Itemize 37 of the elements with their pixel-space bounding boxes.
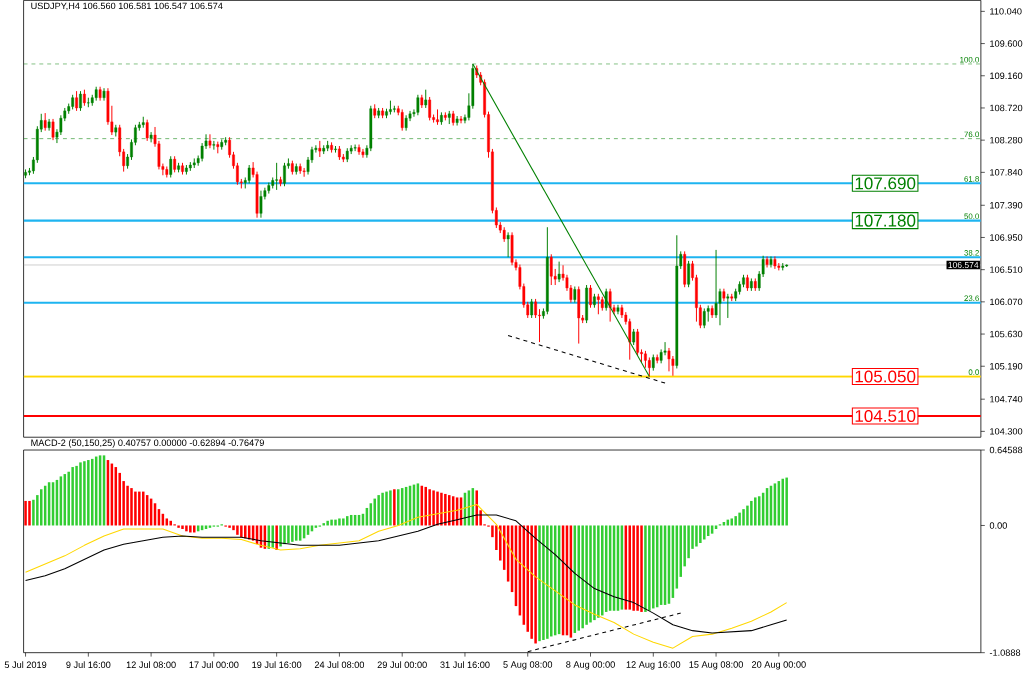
x-tick-label: 20 Aug 00:00 <box>751 661 806 670</box>
ref-line-label: 107.690 <box>855 177 916 190</box>
y-tick-label: 104.300 <box>990 428 1023 435</box>
x-tick-label: 5 Jul 2019 <box>4 661 47 669</box>
x-tick-label: 19 Jul 16:00 <box>252 661 302 669</box>
x-tick-label: 8 Aug 00:00 <box>566 661 615 670</box>
ref-line-label: 107.180 <box>855 214 916 227</box>
y-tick-label: 110.040 <box>990 8 1022 15</box>
x-tick-label: 29 Jul 00:00 <box>377 661 427 669</box>
x-tick-label: 12 Aug 16:00 <box>626 661 681 670</box>
y-tick-label: 109.160 <box>990 72 1023 80</box>
x-tick-label: 24 Jul 08:00 <box>314 661 365 669</box>
y-tick-label: -1.0888 <box>989 649 1021 656</box>
y-tick-label: 106.070 <box>990 298 1023 306</box>
y-tick-label: 108.720 <box>990 104 1023 112</box>
y-tick-label: 104.740 <box>990 395 1023 403</box>
x-tick-label: 17 Jul 00:00 <box>189 661 239 669</box>
y-tick-label: 106.950 <box>990 234 1023 241</box>
y-tick-label: 105.190 <box>990 363 1023 370</box>
chart-title: MACD-2 (50,150,25) 0.40757 0.00000 -0.62894 -0.76479 <box>31 439 264 448</box>
y-tick-label: 107.840 <box>990 169 1023 176</box>
x-tick-label: 9 Jul 16:00 <box>66 661 111 669</box>
y-tick-label: 0.00 <box>989 522 1007 529</box>
x-tick-label: 12 Jul 08:00 <box>126 661 176 669</box>
ref-line-label: 105.050 <box>855 370 916 383</box>
x-tick-label: 31 Jul 16:00 <box>440 661 490 669</box>
y-tick-label: 107.390 <box>990 202 1023 209</box>
ref-line-label: 106.574 <box>948 262 979 269</box>
x-tick-label: 5 Aug 08:00 <box>503 661 553 670</box>
y-tick-label: 0.64588 <box>989 446 1023 454</box>
ref-line-label: 104.510 <box>855 409 916 423</box>
chart-title: USDJPY,H4 106.560 106.581 106.547 106.574 <box>31 2 223 11</box>
x-tick-label: 15 Aug 08:00 <box>689 661 743 670</box>
y-tick-label: 105.630 <box>990 330 1023 338</box>
y-tick-label: 108.280 <box>990 136 1023 144</box>
y-tick-label: 106.510 <box>990 266 1023 273</box>
y-tick-label: 109.600 <box>990 40 1023 47</box>
